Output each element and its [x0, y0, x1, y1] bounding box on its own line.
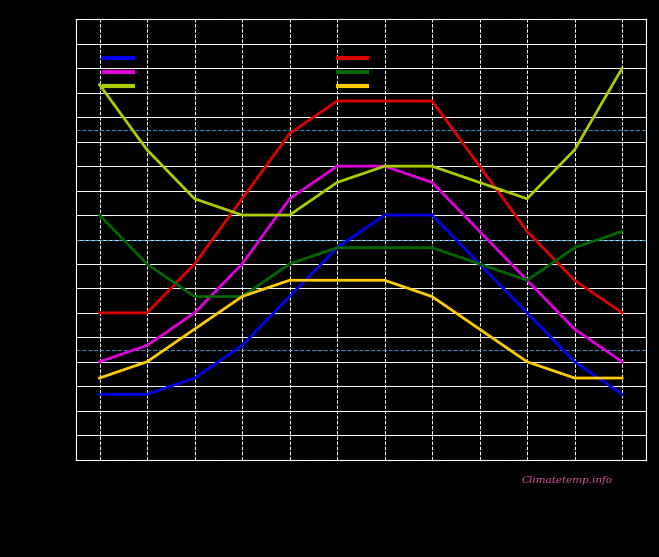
Text: Climatetemp.info: Climatetemp.info — [522, 476, 613, 485]
